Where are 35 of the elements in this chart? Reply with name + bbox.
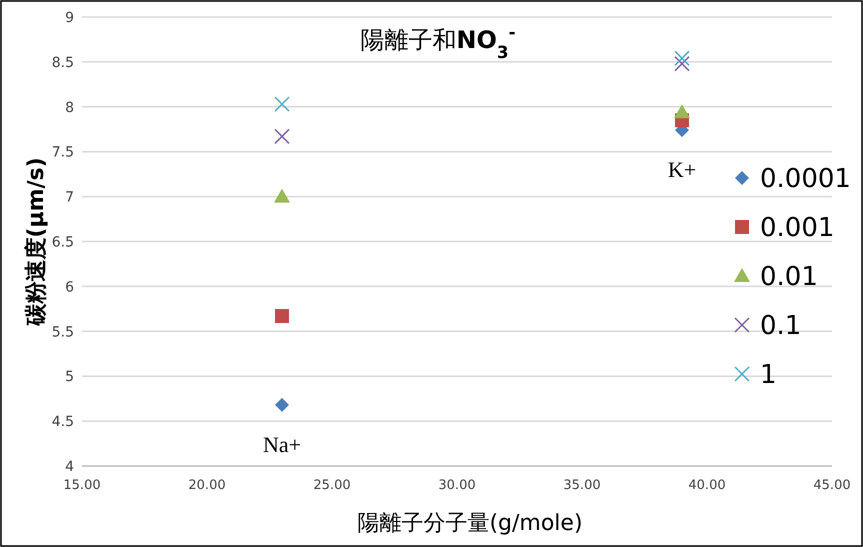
- y-tick-label: 5: [65, 369, 74, 386]
- y-tick-label: 9: [65, 10, 74, 26]
- y-tick-label: 8.5: [52, 54, 74, 71]
- y-tick-label: 8: [65, 100, 74, 116]
- legend-label: 0.1: [760, 311, 802, 341]
- y-tick-label: 6: [65, 279, 74, 296]
- x-tick-label: 35.00: [563, 478, 601, 493]
- point: [674, 50, 690, 66]
- x-tick-label: 25.00: [313, 478, 351, 493]
- legend-label: 0.01: [760, 262, 818, 292]
- point: [274, 188, 290, 203]
- point: [674, 56, 690, 72]
- point: [674, 104, 690, 118]
- point: [274, 128, 290, 144]
- x-tick-label: 40.00: [688, 478, 726, 493]
- y-tick-label: 4.5: [52, 414, 74, 430]
- x-tick-label: 15.00: [63, 478, 101, 493]
- legend-label: 0.0001: [760, 164, 851, 194]
- y-tick-label: 6.5: [52, 234, 74, 250]
- y-tick-label: 4: [65, 459, 74, 475]
- point: [274, 96, 290, 112]
- point: [275, 309, 289, 324]
- x-tick-label: 30.00: [438, 478, 476, 493]
- legend-label: 0.001: [760, 213, 834, 243]
- x-axis-title: 陽離子分子量(g/mole): [357, 511, 583, 536]
- point: [275, 398, 289, 412]
- x-tick-label: 20.00: [188, 478, 226, 493]
- x-tick-label: 45.00: [813, 478, 851, 493]
- y-axis-title: 碳粉速度(μm/s): [23, 157, 49, 327]
- annotation: K+: [668, 157, 696, 182]
- y-tick-label: 7.5: [52, 144, 74, 161]
- legend-label: 1: [760, 360, 777, 390]
- annotation: Na+: [262, 432, 302, 457]
- y-tick-label: 7: [65, 190, 74, 206]
- y-tick-label: 5.5: [52, 324, 74, 340]
